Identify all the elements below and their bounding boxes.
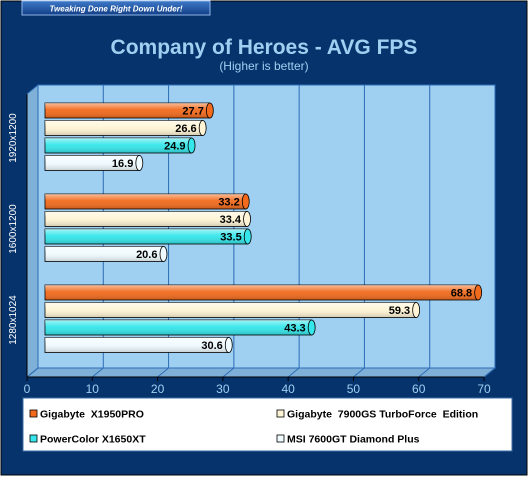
bar-value-label: 24.9	[164, 141, 185, 153]
bar-group: 27.7 26.6 24.9 16.9 33.2 33.4 33.5 20.6 68.8 59.3…	[44, 102, 483, 353]
bar-shine	[45, 120, 203, 136]
plot-side-wall	[26, 83, 39, 379]
bar-shine	[45, 285, 479, 300]
legend-swatch	[29, 409, 38, 418]
bar-cap	[159, 246, 168, 262]
legend-swatch	[276, 434, 285, 443]
legend: Gigabyte X1950PRO Gigabyte 7900GS TurboFo…	[29, 409, 478, 446]
bar-value-label: 30.6	[201, 340, 222, 352]
bar-value-label: 68.8	[451, 288, 472, 300]
category-label: 1920x1200	[8, 113, 19, 163]
bar-cap	[198, 120, 207, 136]
x-tick-label: 40	[281, 382, 295, 396]
bar-cap	[135, 155, 144, 171]
category-labels: 1920x1200 1600x1200 1280x1024	[8, 113, 19, 345]
legend-label: Gigabyte 7900GS TurboForce Edition	[287, 409, 478, 421]
grid-floor-line	[418, 367, 431, 378]
category-label: 1280x1024	[8, 295, 19, 345]
bar-shine	[45, 138, 192, 153]
legend-label: Gigabyte X1950PRO	[40, 409, 144, 421]
chart-subtitle: (Higher is better)	[219, 59, 308, 73]
bar-shine	[45, 211, 248, 227]
bar-shine	[45, 320, 312, 335]
bar-value-label: 33.2	[218, 197, 239, 209]
bar-value-label: 33.4	[220, 214, 242, 226]
bar-shine	[45, 103, 210, 118]
banner-text: Tweaking Done Right Down Under!	[49, 5, 182, 14]
bar-value-label: 43.3	[284, 323, 305, 335]
legend-label: PowerColor X1650XT	[40, 434, 146, 446]
bar-shine	[45, 155, 140, 171]
legend-swatch	[29, 434, 38, 443]
bar-value-label: 33.5	[220, 232, 241, 244]
bar-cap	[412, 302, 421, 318]
bar-shine	[45, 229, 248, 244]
x-tick-label: 70	[477, 382, 491, 396]
chart-title: Company of Heroes - AVG FPS	[111, 36, 418, 59]
bar-cap	[307, 319, 316, 336]
grid-floor-line	[157, 367, 169, 378]
banner-box	[21, 0, 211, 16]
grid-floor-line	[483, 367, 496, 378]
bar-shine	[45, 337, 229, 353]
bar-shine	[45, 302, 417, 318]
x-tick-label: 0	[24, 382, 31, 396]
legend-label: MSI 7600GT Diamond Plus	[287, 434, 420, 446]
bar-shine	[45, 246, 164, 262]
legend-swatch	[276, 409, 285, 418]
bar-cap	[243, 211, 251, 227]
grid-floor-line	[353, 367, 365, 378]
grid-floor-line	[222, 367, 235, 378]
category-label: 1600x1200	[8, 204, 19, 254]
bar-value-label: 20.6	[136, 249, 157, 261]
bar-cap	[224, 337, 233, 353]
x-tick-label: 60	[412, 382, 426, 396]
x-tick-label: 20	[151, 382, 165, 396]
bar-shine	[45, 194, 246, 209]
legend-box	[22, 397, 513, 452]
bar-value-label: 26.6	[175, 123, 196, 135]
x-tick-labels: 0 10 20 30 40 50 60 70	[24, 377, 491, 396]
bar-value-label: 16.9	[112, 158, 133, 170]
x-tick-label: 50	[347, 382, 361, 396]
bar-cap	[187, 137, 196, 154]
bar-cap	[243, 228, 252, 245]
bar-value-label: 27.7	[182, 106, 203, 118]
bar-cap	[474, 284, 483, 301]
x-tick-label: 30	[216, 382, 230, 396]
grid-floor-line	[91, 367, 104, 378]
bar-cap	[241, 193, 250, 210]
bar-cap	[205, 102, 214, 119]
grid-floor-line	[26, 367, 39, 378]
bar-value-label: 59.3	[389, 305, 410, 317]
grid-floor-line	[287, 367, 300, 378]
x-tick-label: 10	[86, 382, 100, 396]
